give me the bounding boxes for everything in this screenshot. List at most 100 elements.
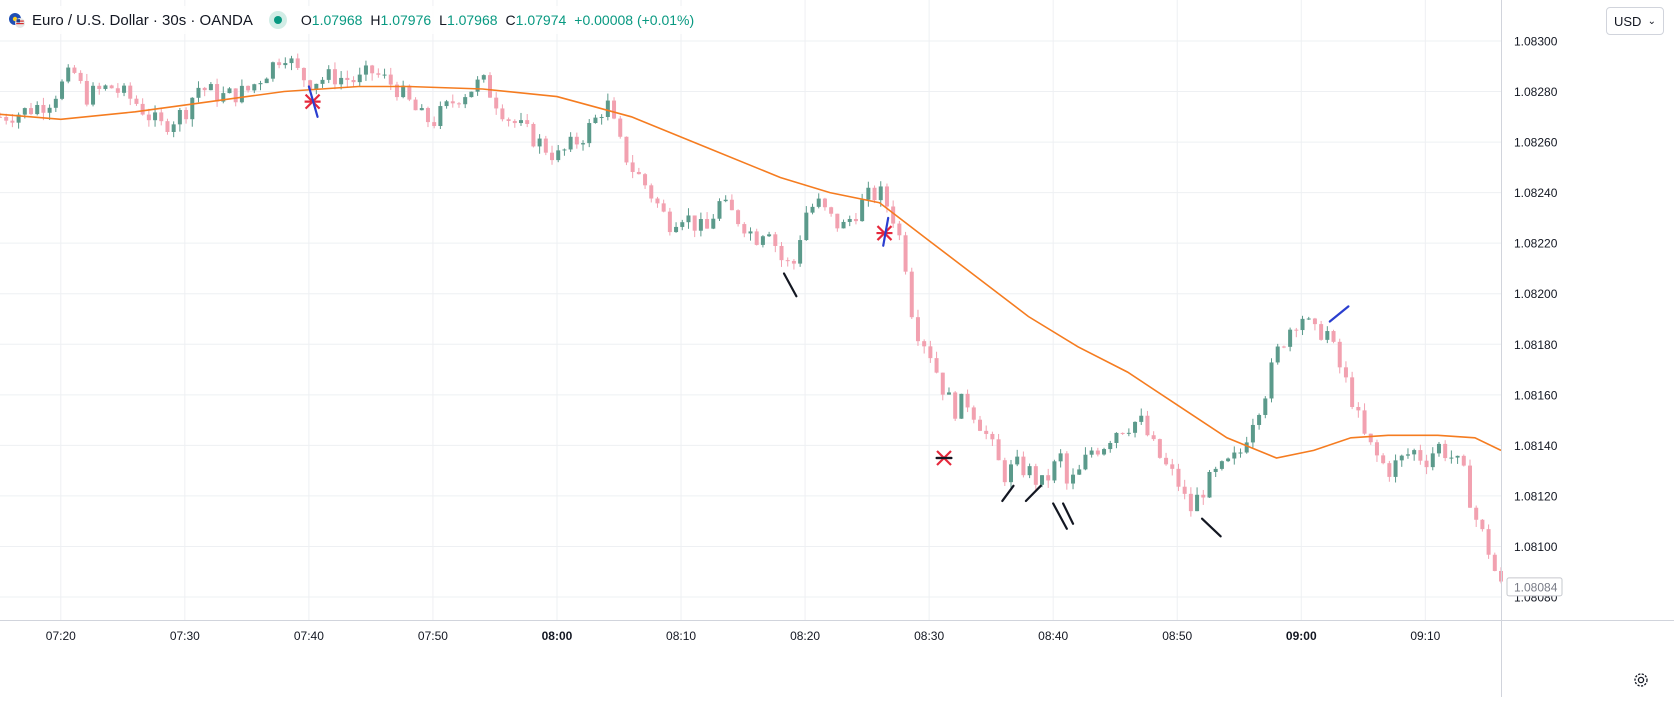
candles (0, 53, 1503, 584)
candle-down (115, 88, 120, 93)
candle-up (1250, 424, 1255, 443)
candle-down (736, 210, 741, 225)
y-tick-label: 1.08100 (1514, 540, 1558, 554)
last-price-label: 1.08084 (1514, 580, 1558, 594)
candle-up (1300, 318, 1305, 331)
candle-up (1015, 456, 1020, 465)
moving-average-line (0, 85, 1502, 459)
candle-down (407, 85, 412, 100)
candle-up (841, 221, 846, 229)
candle-up (91, 85, 96, 105)
candle-up (568, 136, 573, 150)
candle-down (72, 67, 77, 73)
market-open-dot-icon (268, 11, 287, 29)
candle-down (4, 117, 9, 121)
candle-down (822, 198, 827, 208)
candle-down (1182, 486, 1187, 494)
candle-up (1263, 398, 1268, 415)
candle-up (1288, 329, 1293, 347)
candle-down (531, 123, 536, 147)
candle-down (1474, 507, 1479, 520)
trend-segment[interactable] (307, 85, 319, 118)
candle-down (128, 85, 133, 99)
candle-down (1021, 456, 1026, 476)
candle-up (605, 100, 610, 117)
candle-down (0, 116, 2, 118)
candle-down (1368, 433, 1373, 443)
candle-up (878, 186, 883, 201)
candle-up (153, 112, 158, 121)
candle-up (1449, 457, 1454, 459)
candle-down (109, 85, 114, 89)
trend-segment[interactable] (1062, 502, 1075, 525)
candle-down (456, 103, 461, 105)
candle-up (847, 218, 852, 222)
trend-segment[interactable] (1024, 484, 1042, 503)
candle-down (140, 103, 145, 115)
candle-down (1337, 341, 1342, 368)
candle-down (1343, 367, 1348, 378)
euro-dollar-flag-icon[interactable] (8, 11, 26, 29)
candle-down (1002, 460, 1007, 483)
candle-down (10, 120, 15, 123)
candle-up (357, 74, 362, 83)
candle-down (332, 69, 337, 85)
trend-segment[interactable] (882, 216, 890, 247)
x-tick-label: 08:10 (666, 629, 696, 643)
candle-up (171, 124, 176, 133)
candle-up (60, 81, 65, 99)
candle-up (419, 108, 424, 111)
trend-segment[interactable] (1001, 484, 1015, 503)
candle-up (698, 219, 703, 231)
candle-up (475, 79, 480, 92)
candle-down (754, 231, 759, 245)
symbol-legend: Euro / U.S. Dollar · 30s · OANDA O1.0796… (8, 6, 701, 34)
settings-gear-icon[interactable] (1630, 669, 1652, 691)
candle-down (146, 114, 151, 121)
high-value: 1.07976 (380, 12, 432, 28)
candle-down (41, 104, 46, 113)
candle-up (469, 91, 474, 98)
candle-up (363, 65, 368, 75)
candle-down (1046, 475, 1051, 481)
candle-down (97, 85, 102, 89)
candle-down (1387, 463, 1392, 477)
candle-up (1102, 449, 1107, 455)
trend-segment[interactable] (1052, 502, 1068, 530)
candle-up (270, 62, 275, 79)
trend-segment[interactable] (1328, 305, 1350, 323)
currency-button[interactable]: USD ⌄ (1606, 7, 1664, 35)
candle-up (1238, 452, 1243, 454)
candle-up (16, 114, 21, 123)
candle-down (165, 121, 170, 133)
currency-label: USD (1614, 13, 1642, 29)
candle-down (1374, 442, 1379, 456)
y-tick-label: 1.08200 (1514, 287, 1558, 301)
symbol-title[interactable]: Euro / U.S. Dollar · 30s · OANDA (32, 11, 253, 29)
candle-up (208, 84, 213, 91)
candle-down (1294, 329, 1299, 331)
candle-up (1139, 415, 1144, 422)
candle-up (1027, 466, 1032, 476)
candle-up (339, 77, 344, 85)
candle-up (1325, 331, 1330, 340)
candle-up (674, 226, 679, 233)
candle-down (450, 101, 455, 104)
chevron-down-icon: ⌄ (1647, 15, 1656, 27)
candle-up (190, 97, 195, 120)
candle-up (283, 63, 288, 66)
candle-up (1412, 450, 1417, 455)
y-tick-label: 1.08160 (1514, 388, 1558, 402)
candle-down (872, 187, 877, 201)
candle-up (680, 222, 685, 227)
trend-segment[interactable] (1200, 517, 1222, 538)
candle-down (277, 62, 282, 66)
candle-up (1071, 474, 1076, 484)
candle-up (1009, 464, 1014, 483)
candle-up (581, 143, 586, 145)
trend-segment[interactable] (782, 272, 798, 298)
y-tick-label: 1.08260 (1514, 136, 1558, 150)
candle-down (630, 162, 635, 172)
